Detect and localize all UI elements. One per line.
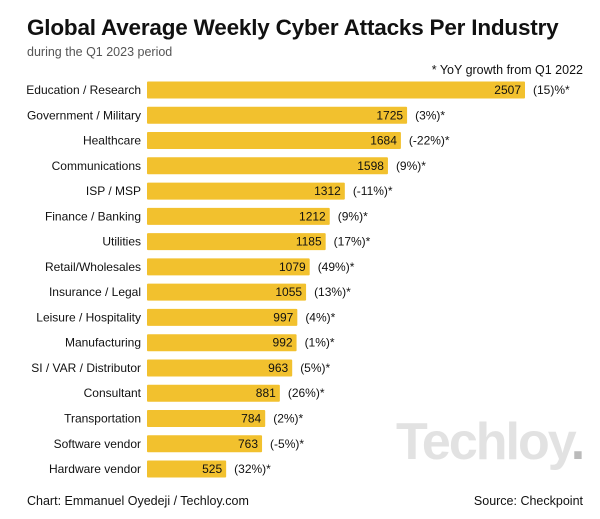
- value-label: 1212: [299, 209, 326, 223]
- bar: [147, 283, 307, 301]
- value-label: 1684: [370, 134, 397, 148]
- category-label: Utilities: [102, 235, 141, 249]
- value-label: 763: [238, 437, 258, 451]
- value-label: 1598: [357, 159, 384, 173]
- growth-label: (-22%)*: [409, 134, 450, 148]
- growth-label: (49%)*: [318, 260, 355, 274]
- category-label: Retail/Wholesales: [45, 260, 141, 274]
- category-label: Leisure / Hospitality: [36, 310, 141, 324]
- value-label: 2507: [494, 83, 521, 97]
- bar: [147, 207, 330, 225]
- value-label: 881: [256, 386, 276, 400]
- growth-label: (3%)*: [415, 108, 445, 122]
- growth-label: (1%)*: [305, 336, 335, 350]
- bar: [147, 308, 298, 326]
- growth-label: (2%)*: [273, 412, 303, 426]
- category-label: SI / VAR / Distributor: [31, 361, 141, 375]
- growth-label: (4%)*: [305, 310, 335, 324]
- bar: [147, 106, 408, 124]
- category-label: Hardware vendor: [49, 462, 141, 476]
- bar: [147, 384, 280, 402]
- value-label: 1312: [314, 184, 341, 198]
- bar: [147, 233, 326, 251]
- growth-label: (15)%*: [533, 83, 570, 97]
- growth-label: (5%)*: [300, 361, 330, 375]
- value-label: 1079: [279, 260, 306, 274]
- value-label: 997: [273, 310, 293, 324]
- bar: [147, 460, 227, 478]
- growth-label: (-11%)*: [353, 184, 393, 198]
- bar: [147, 359, 293, 377]
- category-label: ISP / MSP: [86, 184, 141, 198]
- value-label: 784: [241, 412, 261, 426]
- value-label: 1725: [376, 108, 403, 122]
- value-label: 963: [268, 361, 288, 375]
- growth-label: (13%)*: [314, 285, 351, 299]
- growth-label: (26%)*: [288, 386, 325, 400]
- growth-label: (-5%)*: [270, 437, 304, 451]
- bar: [147, 132, 401, 150]
- category-label: Education / Research: [26, 83, 141, 97]
- bar: [147, 258, 310, 276]
- value-label: 525: [202, 462, 222, 476]
- bar: [147, 81, 525, 99]
- category-label: Healthcare: [83, 134, 141, 148]
- value-label: 992: [273, 336, 293, 350]
- value-label: 1055: [275, 285, 302, 299]
- watermark-logo: Techloy.: [396, 413, 585, 471]
- growth-label: (17%)*: [334, 235, 371, 249]
- chart-credit: Chart: Emmanuel Oyedeji / Techloy.com: [27, 494, 249, 508]
- bar: [147, 182, 345, 200]
- bar: [147, 334, 297, 352]
- growth-label: (9%)*: [396, 159, 426, 173]
- bar: [147, 157, 388, 175]
- bar: [147, 435, 263, 453]
- category-label: Software vendor: [54, 437, 141, 451]
- growth-label: (9%)*: [338, 209, 368, 223]
- value-label: 1185: [296, 235, 322, 249]
- chart-source: Source: Checkpoint: [473, 494, 583, 508]
- chart-note: * YoY growth from Q1 2022: [431, 63, 583, 77]
- category-label: Insurance / Legal: [49, 285, 141, 299]
- category-label: Manufacturing: [65, 336, 141, 350]
- category-label: Government / Military: [27, 108, 141, 122]
- growth-label: (32%)*: [234, 462, 271, 476]
- bar: [147, 410, 266, 428]
- category-label: Transportation: [64, 412, 141, 426]
- category-label: Consultant: [84, 386, 142, 400]
- chart-title: Global Average Weekly Cyber Attacks Per …: [27, 15, 559, 40]
- category-label: Finance / Banking: [45, 209, 141, 223]
- chart-subtitle: during the Q1 2023 period: [27, 45, 173, 59]
- category-label: Communications: [52, 159, 141, 173]
